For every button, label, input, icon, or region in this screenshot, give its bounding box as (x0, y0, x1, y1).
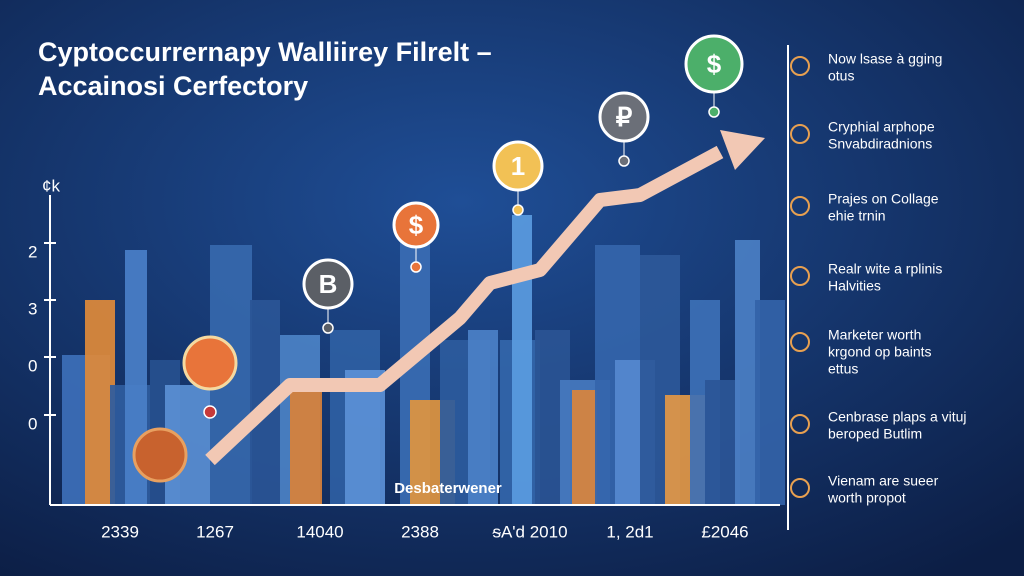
x-tick-label: 2388 (401, 522, 439, 541)
x-tick-label: ᵴA'd 2010 (491, 522, 567, 541)
list-text: Now lsase à gging (828, 51, 942, 67)
coin-symbol: 1 (511, 151, 525, 181)
list-text: krgond op baints (828, 344, 932, 360)
list-icon (790, 478, 810, 498)
coin (684, 34, 744, 94)
building (345, 370, 385, 505)
y-tick-label: 3 (28, 299, 37, 318)
coin (598, 91, 650, 143)
x-tick-label: 1267 (196, 522, 234, 541)
building (572, 390, 597, 505)
list-icon (790, 332, 810, 352)
building (512, 215, 532, 505)
list-icon (790, 266, 810, 286)
coin (492, 140, 544, 192)
coin-symbol: $ (409, 210, 424, 240)
title-line: Cyptoccurrernapy Walliirey Filrelt – (38, 37, 492, 67)
building (468, 330, 498, 505)
coin-dot (708, 106, 720, 118)
list-text: Halvities (828, 278, 881, 294)
list-text: Prajes on Collage (828, 191, 939, 207)
coin-dot (618, 155, 630, 167)
x-tick-label: 14040 (296, 522, 343, 541)
list-icon (790, 414, 810, 434)
x-tick-label: 2339 (101, 522, 139, 541)
y-tick-label: 0 (28, 356, 37, 375)
list-text: otus (828, 68, 854, 84)
axes (49, 45, 789, 530)
list-text: ehie trnin (828, 208, 886, 224)
coin-dot (322, 322, 334, 334)
list-text: worth propot (827, 490, 906, 506)
list-text: Cenbrase plaps a vituj (828, 409, 967, 425)
y-tick-label: 2 (28, 242, 37, 261)
list-text: beroped Butlim (828, 426, 922, 442)
skyline (62, 215, 785, 505)
coin (132, 427, 188, 483)
coin-dot (410, 261, 422, 273)
trend-arrow (205, 145, 724, 466)
building (705, 380, 740, 505)
list-text: Marketer worth (828, 327, 921, 343)
title-line: Accainosi Cerfectory (38, 71, 308, 101)
x-tick-label: 1, 2d1 (606, 522, 653, 541)
y-unit: ¢k (42, 176, 60, 195)
list-text: ettus (828, 361, 858, 377)
list-text: Snvabdiradnions (828, 136, 932, 152)
arrow-head (720, 130, 765, 170)
building (290, 385, 322, 505)
list-text: Cryphial arphope (828, 119, 935, 135)
coin (302, 258, 354, 310)
coin (392, 201, 440, 249)
list-icon (790, 124, 810, 144)
list-text: Realr wite a rplinis (828, 261, 942, 277)
coin-dot (512, 204, 524, 216)
y-tick-label: 0 (28, 414, 37, 433)
coin-symbol: B (319, 269, 338, 299)
list-icon (790, 56, 810, 76)
center-label: Desbaterwener (394, 480, 502, 497)
list-text: Vienam are sueer (828, 473, 939, 489)
coin-dot (203, 405, 217, 419)
list-icon (790, 196, 810, 216)
coin (182, 335, 238, 391)
coin-symbol: ₽ (616, 102, 633, 132)
x-tick-label: £2046 (701, 522, 748, 541)
building (755, 300, 785, 505)
coin-symbol: $ (707, 49, 722, 79)
